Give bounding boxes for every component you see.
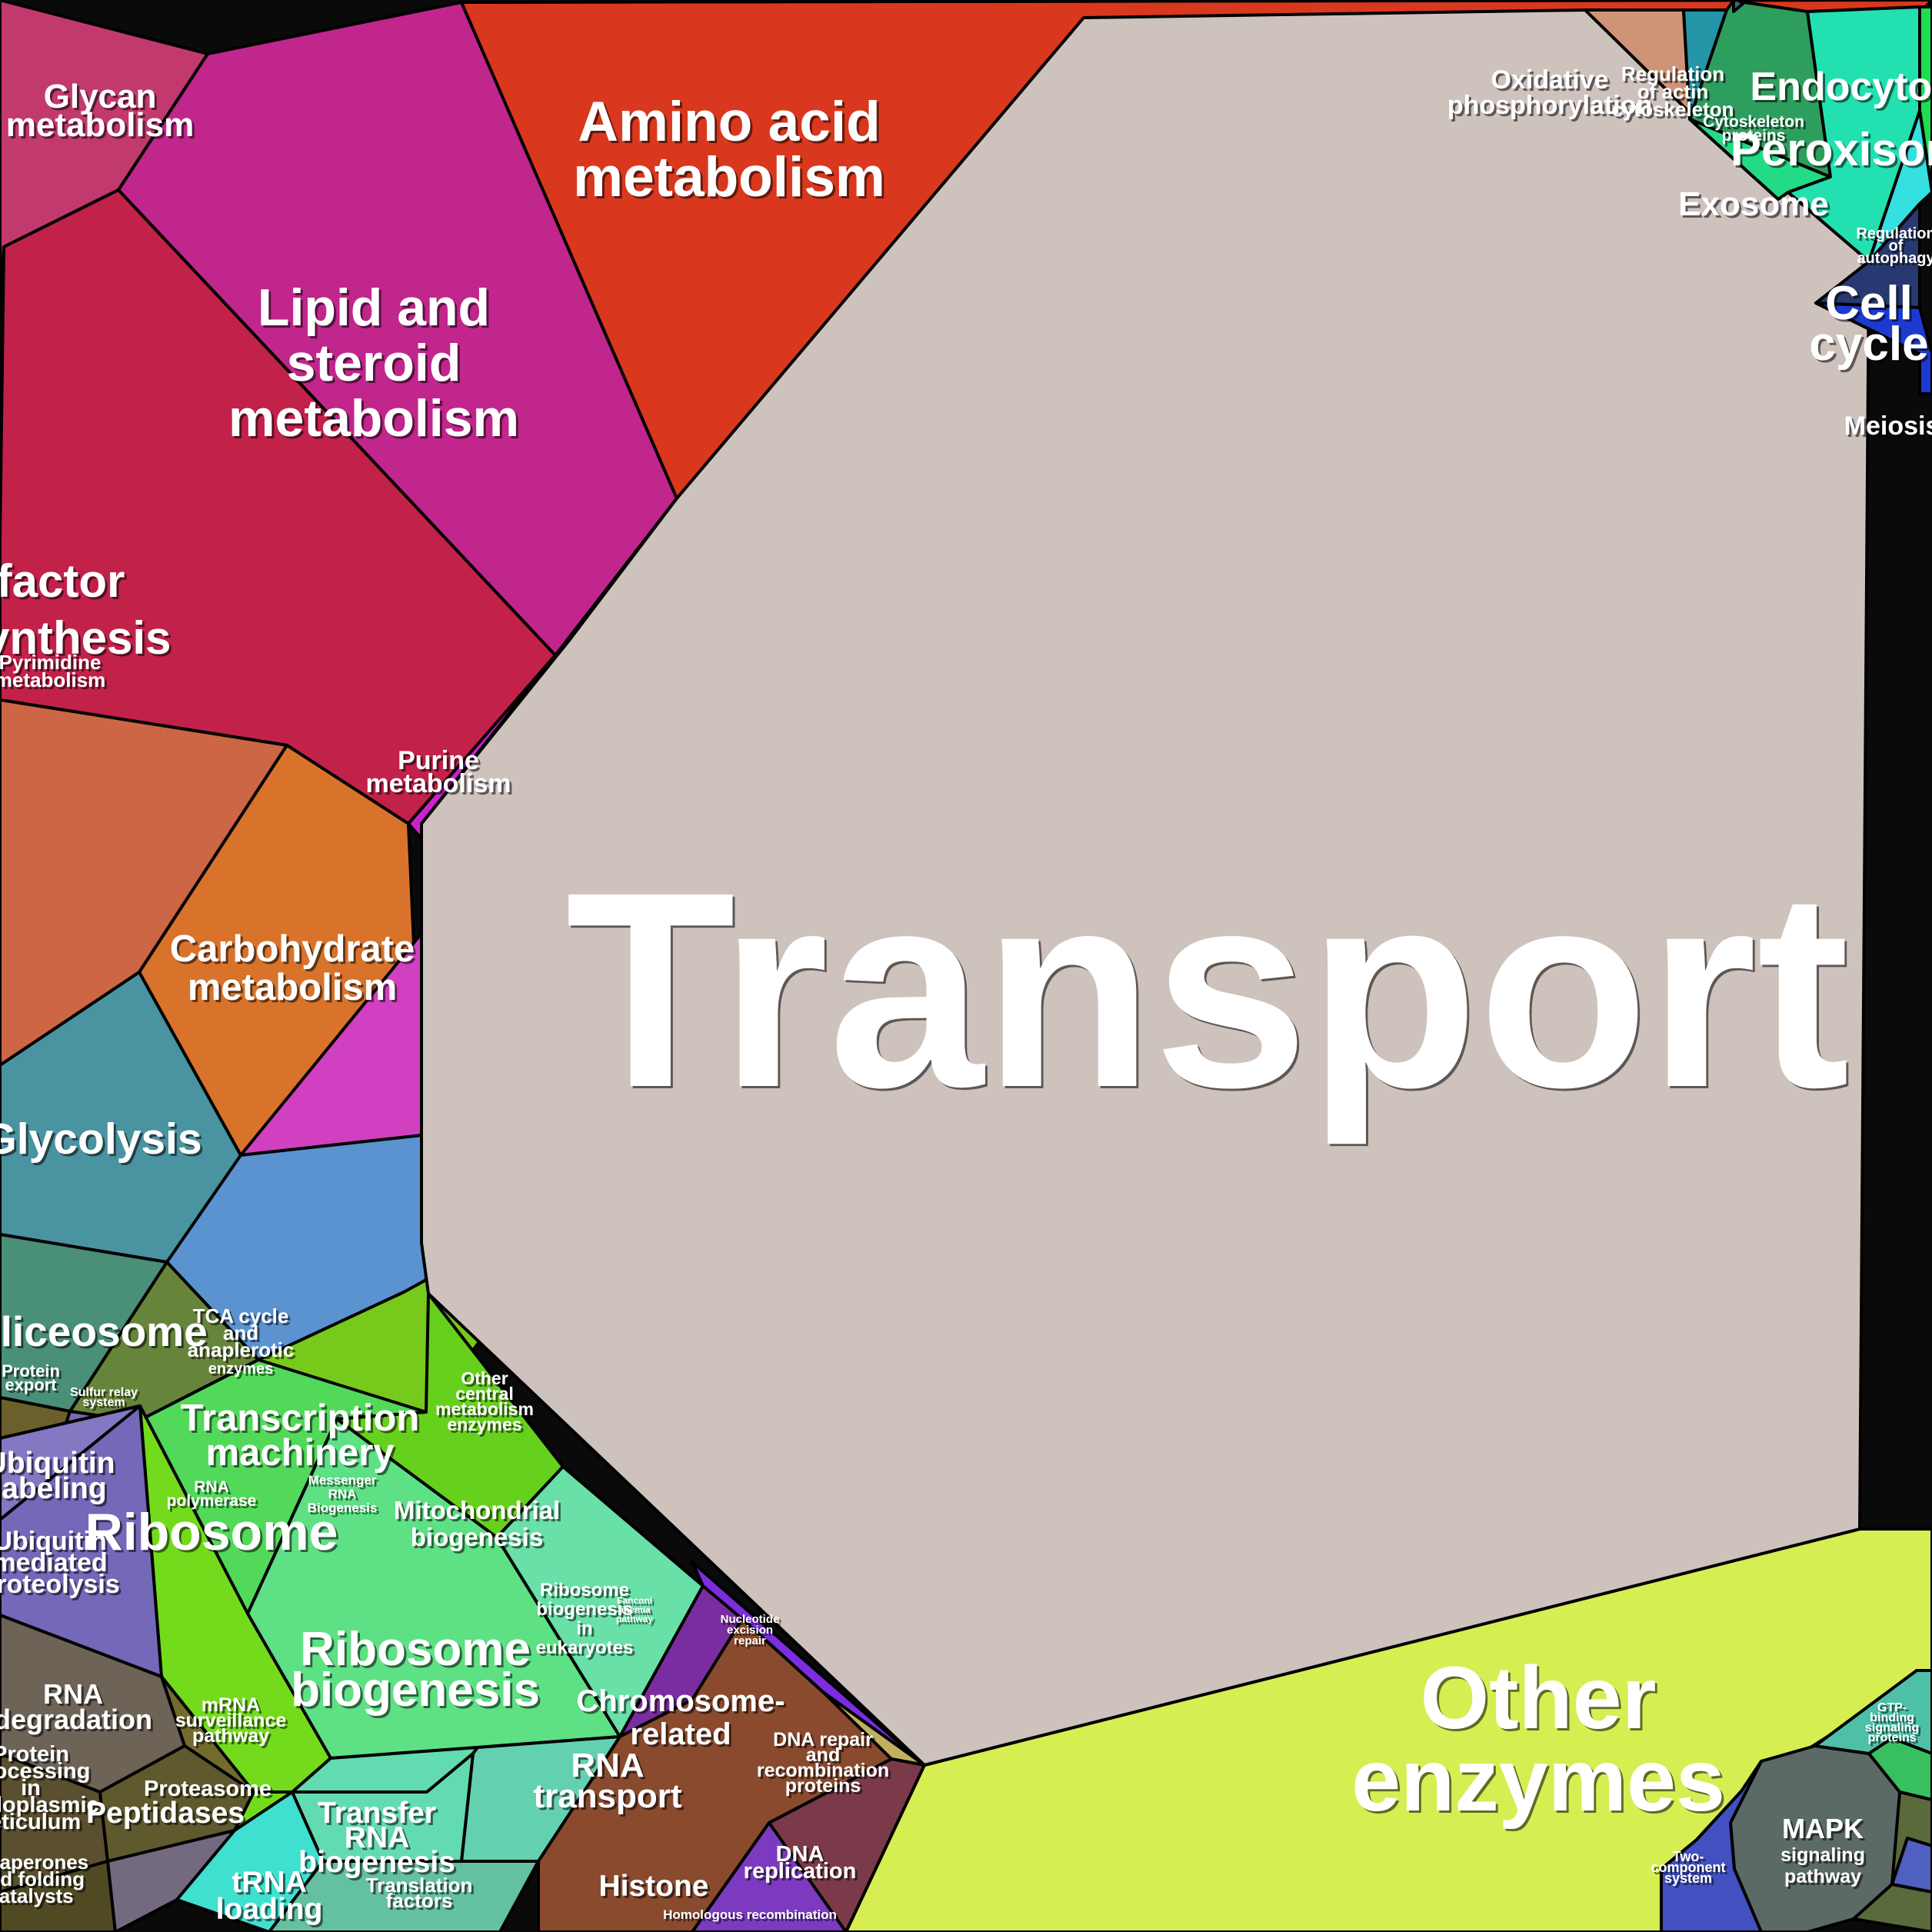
svg-text:replication: replication	[744, 1859, 857, 1884]
svg-text:enzymes: enzymes	[447, 1414, 521, 1434]
svg-text:system: system	[1664, 1870, 1712, 1886]
svg-text:system: system	[82, 1396, 125, 1409]
svg-text:steroid: steroid	[287, 334, 461, 392]
svg-text:enzymes: enzymes	[208, 1361, 274, 1377]
svg-text:reticulum: reticulum	[0, 1810, 81, 1834]
svg-text:Endocytosis: Endocytosis	[1750, 65, 1932, 109]
svg-text:machinery: machinery	[205, 1432, 394, 1474]
svg-text:Peroxisome: Peroxisome	[1730, 124, 1932, 175]
svg-text:catalysts: catalysts	[0, 1884, 74, 1907]
svg-text:repair: repair	[734, 1634, 766, 1647]
svg-text:transport: transport	[533, 1777, 681, 1815]
svg-text:Chromosome-: Chromosome-	[576, 1684, 784, 1718]
svg-text:degradation: degradation	[0, 1704, 152, 1735]
svg-text:export: export	[5, 1375, 57, 1394]
svg-text:Peptidases: Peptidases	[86, 1797, 245, 1830]
svg-text:Transport: Transport	[565, 834, 1849, 1147]
svg-text:biosynthesis: biosynthesis	[0, 612, 171, 664]
svg-text:Histone: Histone	[598, 1870, 708, 1903]
svg-text:cycle: cycle	[1809, 318, 1928, 371]
svg-text:signaling: signaling	[1780, 1844, 1865, 1866]
svg-text:metabolism: metabolism	[6, 106, 195, 144]
svg-text:Ribosome: Ribosome	[540, 1580, 629, 1601]
svg-text:Spliceosome: Spliceosome	[0, 1307, 208, 1355]
svg-text:biogenesis: biogenesis	[291, 1664, 540, 1717]
svg-text:loading: loading	[216, 1893, 323, 1926]
svg-text:Ribosome: Ribosome	[85, 1503, 338, 1561]
svg-text:processing: processing	[0, 1759, 90, 1784]
svg-text:biogenesis: biogenesis	[411, 1523, 543, 1551]
svg-text:pathway: pathway	[1784, 1866, 1861, 1887]
svg-text:pathway: pathway	[616, 1614, 653, 1624]
svg-text:Glycolysis: Glycolysis	[0, 1114, 202, 1164]
svg-text:metabolism: metabolism	[573, 146, 885, 208]
svg-text:Cofactor: Cofactor	[0, 555, 125, 607]
svg-text:metabolism: metabolism	[0, 668, 105, 691]
svg-text:MAPK: MAPK	[1782, 1813, 1864, 1844]
svg-text:metabolism: metabolism	[366, 769, 511, 798]
svg-text:proteins: proteins	[785, 1775, 861, 1797]
svg-text:related: related	[630, 1717, 731, 1751]
svg-text:factors: factors	[386, 1889, 453, 1912]
svg-text:Mitochondrial: Mitochondrial	[394, 1496, 560, 1524]
svg-text:pathway: pathway	[192, 1725, 269, 1747]
svg-text:Amino acid: Amino acid	[578, 91, 880, 153]
svg-text:metabolism: metabolism	[228, 389, 519, 448]
svg-text:Lipid and: Lipid and	[258, 278, 490, 337]
svg-text:Homologous recombination: Homologous recombination	[663, 1907, 837, 1922]
svg-text:Messenger: Messenger	[308, 1473, 377, 1487]
svg-text:in: in	[576, 1618, 592, 1639]
svg-text:autophagy: autophagy	[1857, 250, 1932, 267]
svg-text:proteins: proteins	[1867, 1731, 1916, 1744]
svg-text:eukaryotes: eukaryotes	[536, 1637, 634, 1658]
svg-text:labeling: labeling	[0, 1472, 107, 1505]
svg-text:Carbohydrate: Carbohydrate	[170, 928, 415, 970]
svg-text:enzymes: enzymes	[1351, 1731, 1725, 1830]
svg-text:metabolism: metabolism	[188, 967, 397, 1008]
svg-text:Exosome: Exosome	[1678, 185, 1829, 223]
svg-text:Meiosis: Meiosis	[1844, 411, 1932, 441]
svg-text:RNA: RNA	[328, 1487, 357, 1501]
svg-text:proteolysis: proteolysis	[0, 1570, 120, 1599]
